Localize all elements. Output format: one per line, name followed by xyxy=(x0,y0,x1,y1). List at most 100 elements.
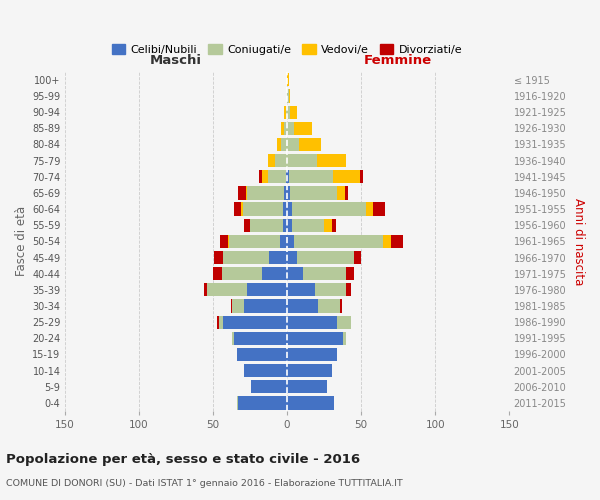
Bar xyxy=(222,267,262,280)
Bar xyxy=(228,235,229,248)
Bar xyxy=(287,251,298,264)
Bar xyxy=(217,316,219,329)
Bar xyxy=(373,202,385,215)
Bar xyxy=(337,316,351,329)
Bar xyxy=(346,267,354,280)
Bar xyxy=(343,332,346,345)
Bar xyxy=(242,202,283,215)
Bar xyxy=(295,122,312,135)
Bar xyxy=(275,154,287,167)
Bar xyxy=(287,316,337,329)
Text: Femmine: Femmine xyxy=(364,54,432,67)
Bar xyxy=(232,300,244,312)
Bar xyxy=(287,186,290,200)
Bar xyxy=(289,170,333,183)
Bar xyxy=(214,251,223,264)
Bar xyxy=(295,235,383,248)
Bar xyxy=(281,138,287,151)
Bar xyxy=(241,202,242,215)
Bar xyxy=(287,283,315,296)
Bar xyxy=(268,170,286,183)
Bar xyxy=(204,283,207,296)
Bar xyxy=(287,73,289,86)
Bar xyxy=(354,251,361,264)
Bar xyxy=(304,267,346,280)
Bar xyxy=(299,138,321,151)
Bar xyxy=(332,218,336,232)
Bar xyxy=(238,396,287,409)
Bar xyxy=(292,202,365,215)
Bar xyxy=(251,380,287,394)
Bar xyxy=(268,154,275,167)
Bar xyxy=(229,235,280,248)
Bar xyxy=(287,202,292,215)
Bar xyxy=(232,332,233,345)
Bar xyxy=(359,170,362,183)
Text: Maschi: Maschi xyxy=(150,54,202,67)
Bar xyxy=(286,170,287,183)
Bar xyxy=(324,218,332,232)
Bar xyxy=(340,300,342,312)
Bar xyxy=(244,218,250,232)
Bar xyxy=(287,348,337,361)
Bar xyxy=(284,106,286,119)
Bar xyxy=(262,170,268,183)
Bar xyxy=(287,380,327,394)
Bar xyxy=(287,90,289,102)
Bar xyxy=(207,283,247,296)
Bar xyxy=(290,186,337,200)
Bar xyxy=(289,90,290,102)
Y-axis label: Fasce di età: Fasce di età xyxy=(15,206,28,276)
Bar xyxy=(290,106,298,119)
Bar xyxy=(345,186,348,200)
Bar xyxy=(287,154,317,167)
Legend: Celibi/Nubili, Coniugati/e, Vedovi/e, Divorziati/e: Celibi/Nubili, Coniugati/e, Vedovi/e, Di… xyxy=(107,40,467,60)
Bar xyxy=(365,202,373,215)
Bar xyxy=(280,235,287,248)
Bar xyxy=(292,218,324,232)
Bar xyxy=(287,122,295,135)
Bar xyxy=(245,186,247,200)
Bar xyxy=(283,202,287,215)
Bar xyxy=(286,106,287,119)
Bar xyxy=(346,283,351,296)
Bar xyxy=(259,170,262,183)
Bar xyxy=(298,251,354,264)
Bar xyxy=(287,300,318,312)
Bar xyxy=(287,396,334,409)
Bar xyxy=(262,267,287,280)
Bar xyxy=(287,235,295,248)
Bar xyxy=(247,186,284,200)
Text: Popolazione per età, sesso e stato civile - 2016: Popolazione per età, sesso e stato civil… xyxy=(6,452,360,466)
Bar xyxy=(213,267,222,280)
Bar xyxy=(391,235,403,248)
Bar xyxy=(283,218,287,232)
Bar xyxy=(317,154,346,167)
Bar xyxy=(318,300,340,312)
Bar xyxy=(236,396,238,409)
Text: COMUNE DI DONORI (SU) - Dati ISTAT 1° gennaio 2016 - Elaborazione TUTTITALIA.IT: COMUNE DI DONORI (SU) - Dati ISTAT 1° ge… xyxy=(6,479,403,488)
Bar xyxy=(284,122,287,135)
Bar xyxy=(220,235,228,248)
Bar xyxy=(277,138,281,151)
Bar xyxy=(287,267,304,280)
Bar xyxy=(244,300,287,312)
Bar xyxy=(287,364,332,377)
Bar xyxy=(223,251,269,264)
Bar xyxy=(287,218,292,232)
Bar xyxy=(233,202,241,215)
Bar xyxy=(287,106,290,119)
Bar xyxy=(337,186,345,200)
Bar xyxy=(223,316,287,329)
Bar xyxy=(281,122,284,135)
Bar xyxy=(233,332,287,345)
Bar xyxy=(284,186,287,200)
Bar xyxy=(383,235,391,248)
Bar xyxy=(231,300,232,312)
Bar xyxy=(269,251,287,264)
Bar xyxy=(238,186,245,200)
Bar xyxy=(219,316,223,329)
Bar xyxy=(236,348,287,361)
Bar xyxy=(247,283,287,296)
Y-axis label: Anni di nascita: Anni di nascita xyxy=(572,198,585,285)
